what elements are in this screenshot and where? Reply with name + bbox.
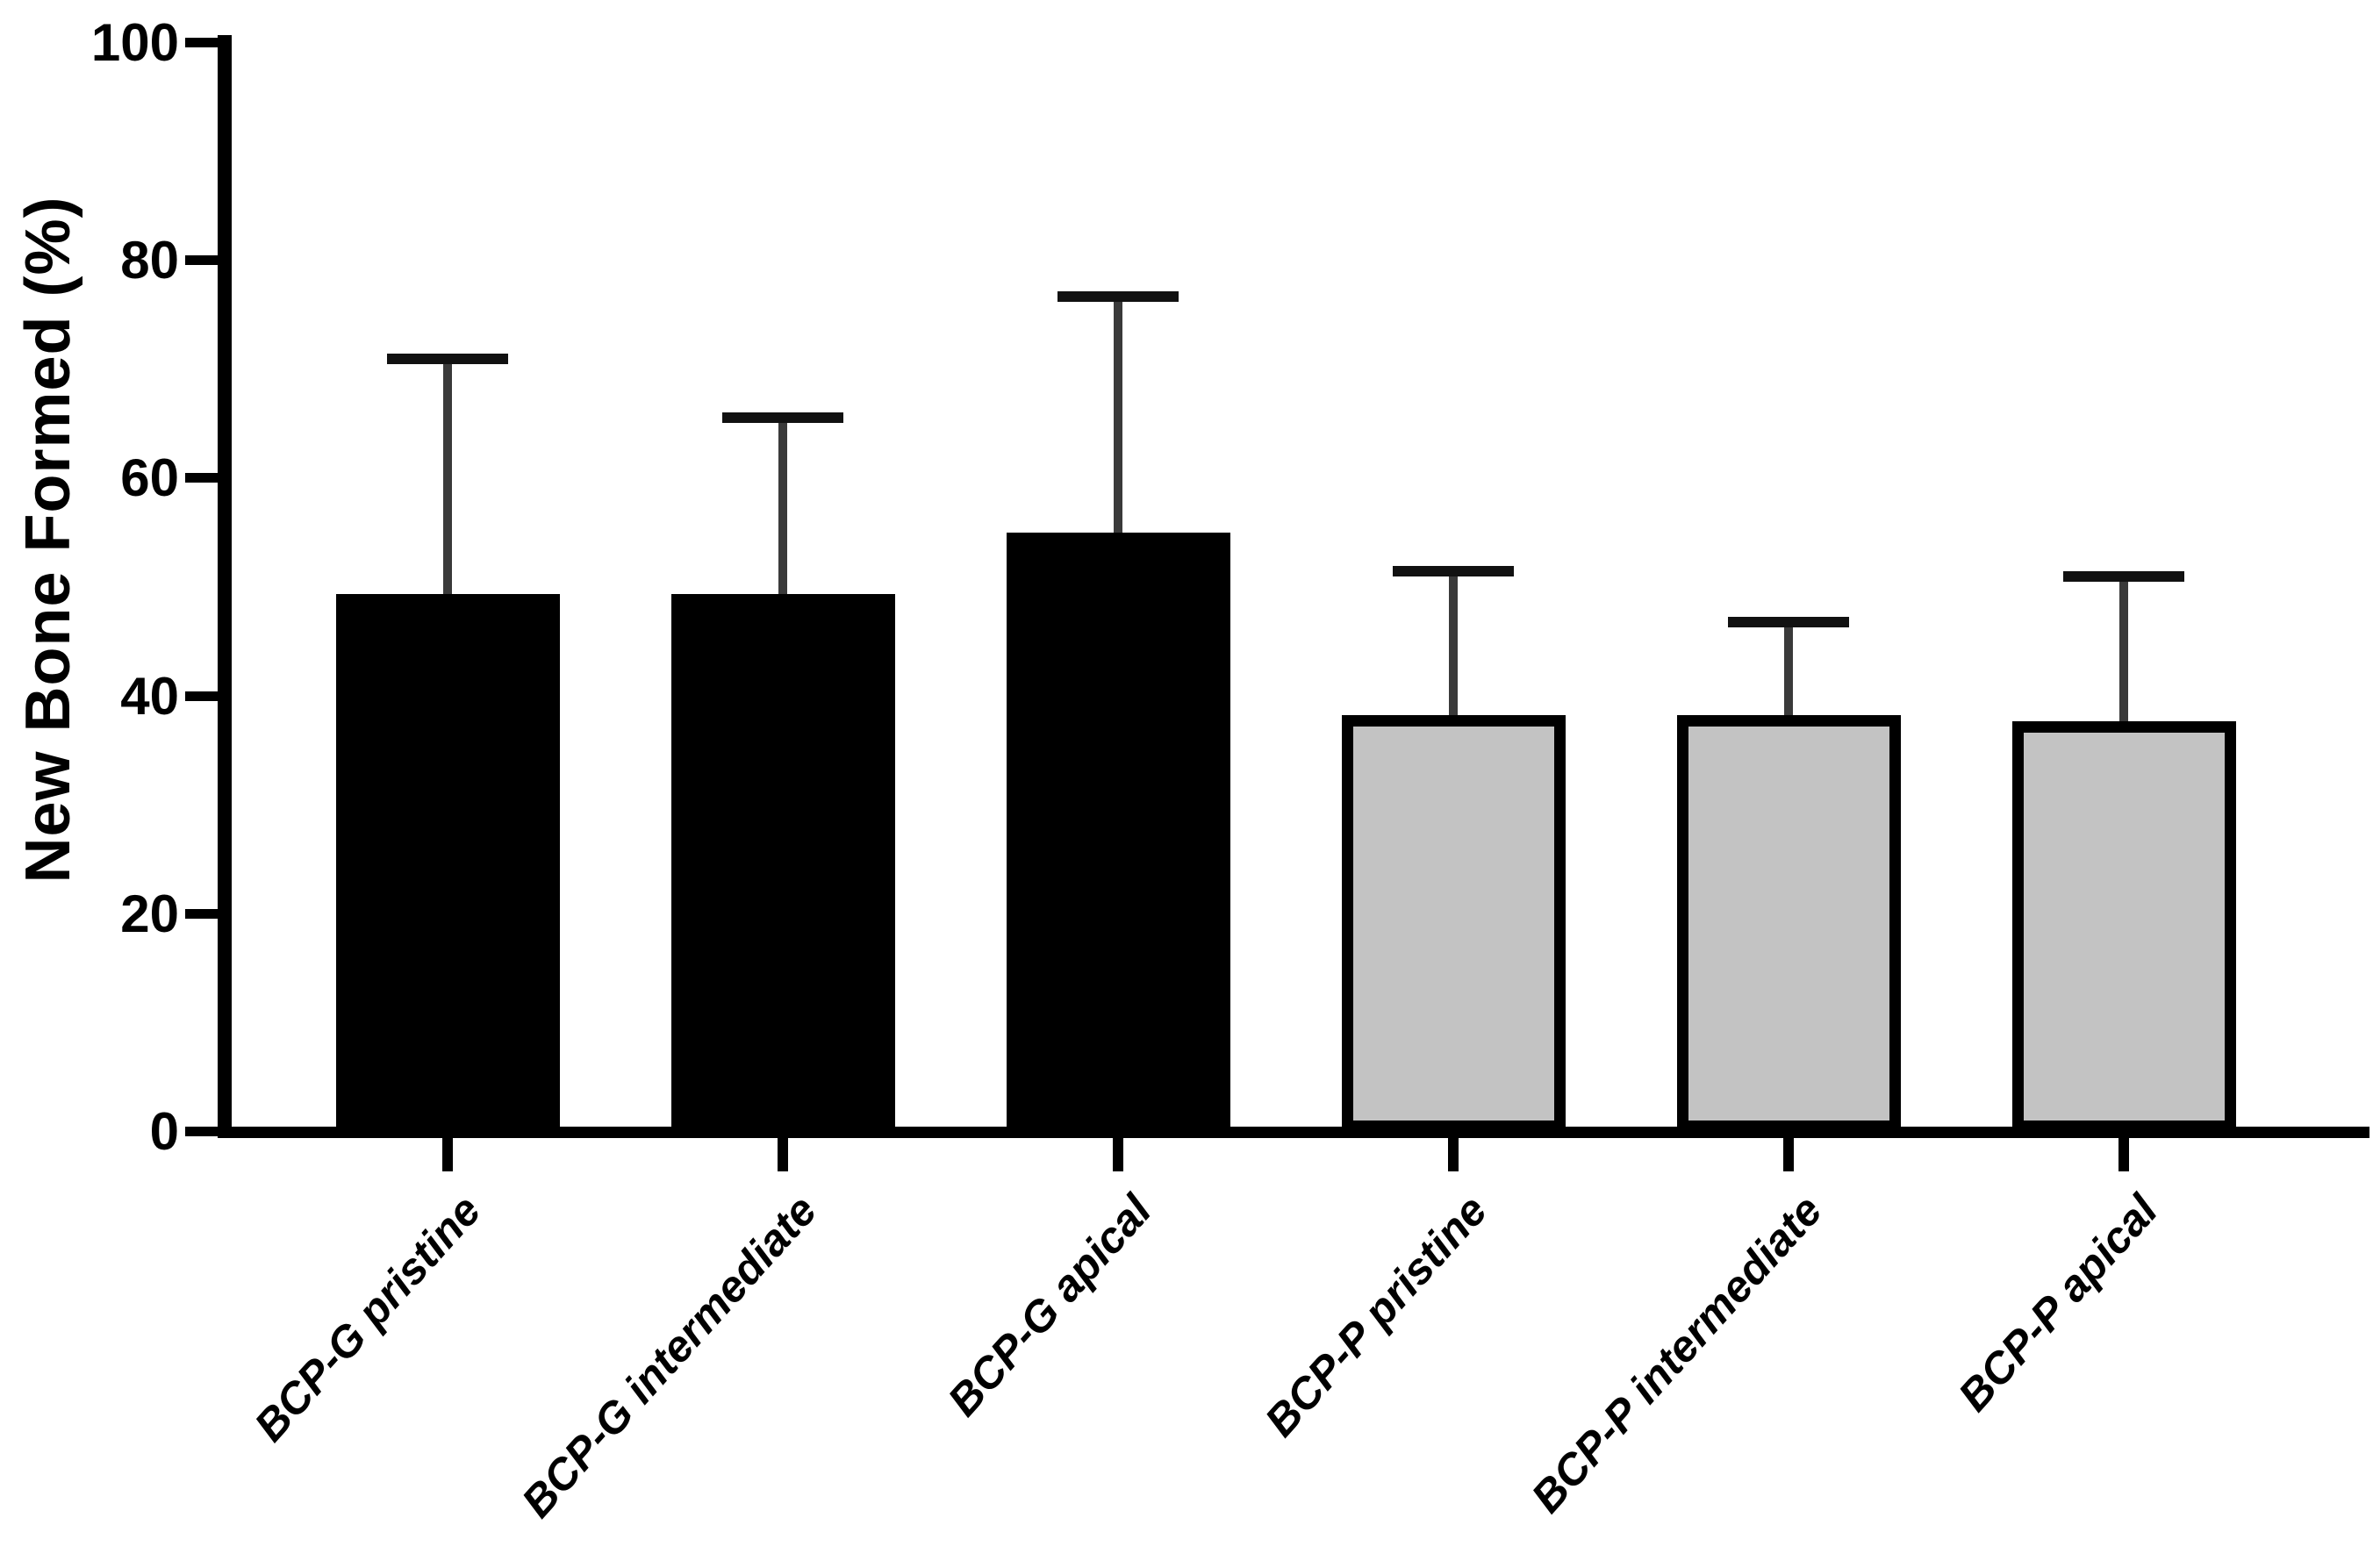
x-axis-tick [442,1132,453,1171]
x-axis-tick [1783,1132,1794,1171]
y-axis-line [218,35,232,1137]
error-bar-cap [1728,617,1849,627]
y-tick-label: 0 [149,1102,179,1161]
error-bar-cap [1393,566,1514,576]
y-axis-tick [185,691,218,701]
bar [1677,715,1901,1132]
bar [671,594,895,1132]
category-label: BCP-P intermediate [1522,1185,1832,1522]
y-axis-tick [185,473,218,483]
y-axis-tick [185,38,218,47]
x-axis-tick [778,1132,788,1171]
y-tick-label: 40 [120,667,179,726]
bar [1007,533,1230,1132]
y-tick-label: 100 [90,13,179,72]
category-label: BCP-P pristine [1255,1185,1496,1446]
category-label: BCP-P apical [1948,1185,2167,1421]
y-axis-tick [185,909,218,919]
y-axis-tick [185,1127,218,1136]
error-bar-cap [2063,571,2184,582]
error-bar-stem [443,359,452,594]
error-bar-stem [1114,297,1122,533]
error-bar-stem [1784,622,1793,715]
y-tick-label: 80 [120,231,179,290]
error-bar-cap [722,412,843,423]
x-axis-tick [1448,1132,1459,1171]
category-label: BCP-G apical [938,1185,1161,1426]
error-bar-cap [387,354,508,364]
error-bar-cap [1057,291,1179,302]
x-axis-line [218,1127,2369,1138]
error-bar-stem [2119,576,2128,721]
y-axis-tick [185,255,218,265]
x-axis-tick [2118,1132,2129,1171]
bar [1342,715,1566,1132]
error-bar-stem [778,418,787,594]
y-axis-title: New Bone Formed (%) [13,196,83,884]
bar [2012,721,2236,1132]
error-bar-stem [1449,571,1458,715]
bar [336,594,560,1132]
x-axis-tick [1113,1132,1123,1171]
y-tick-label: 60 [120,448,179,507]
y-tick-label: 20 [120,884,179,943]
category-label: BCP-G intermediate [512,1185,826,1527]
category-label: BCP-G pristine [245,1185,491,1451]
